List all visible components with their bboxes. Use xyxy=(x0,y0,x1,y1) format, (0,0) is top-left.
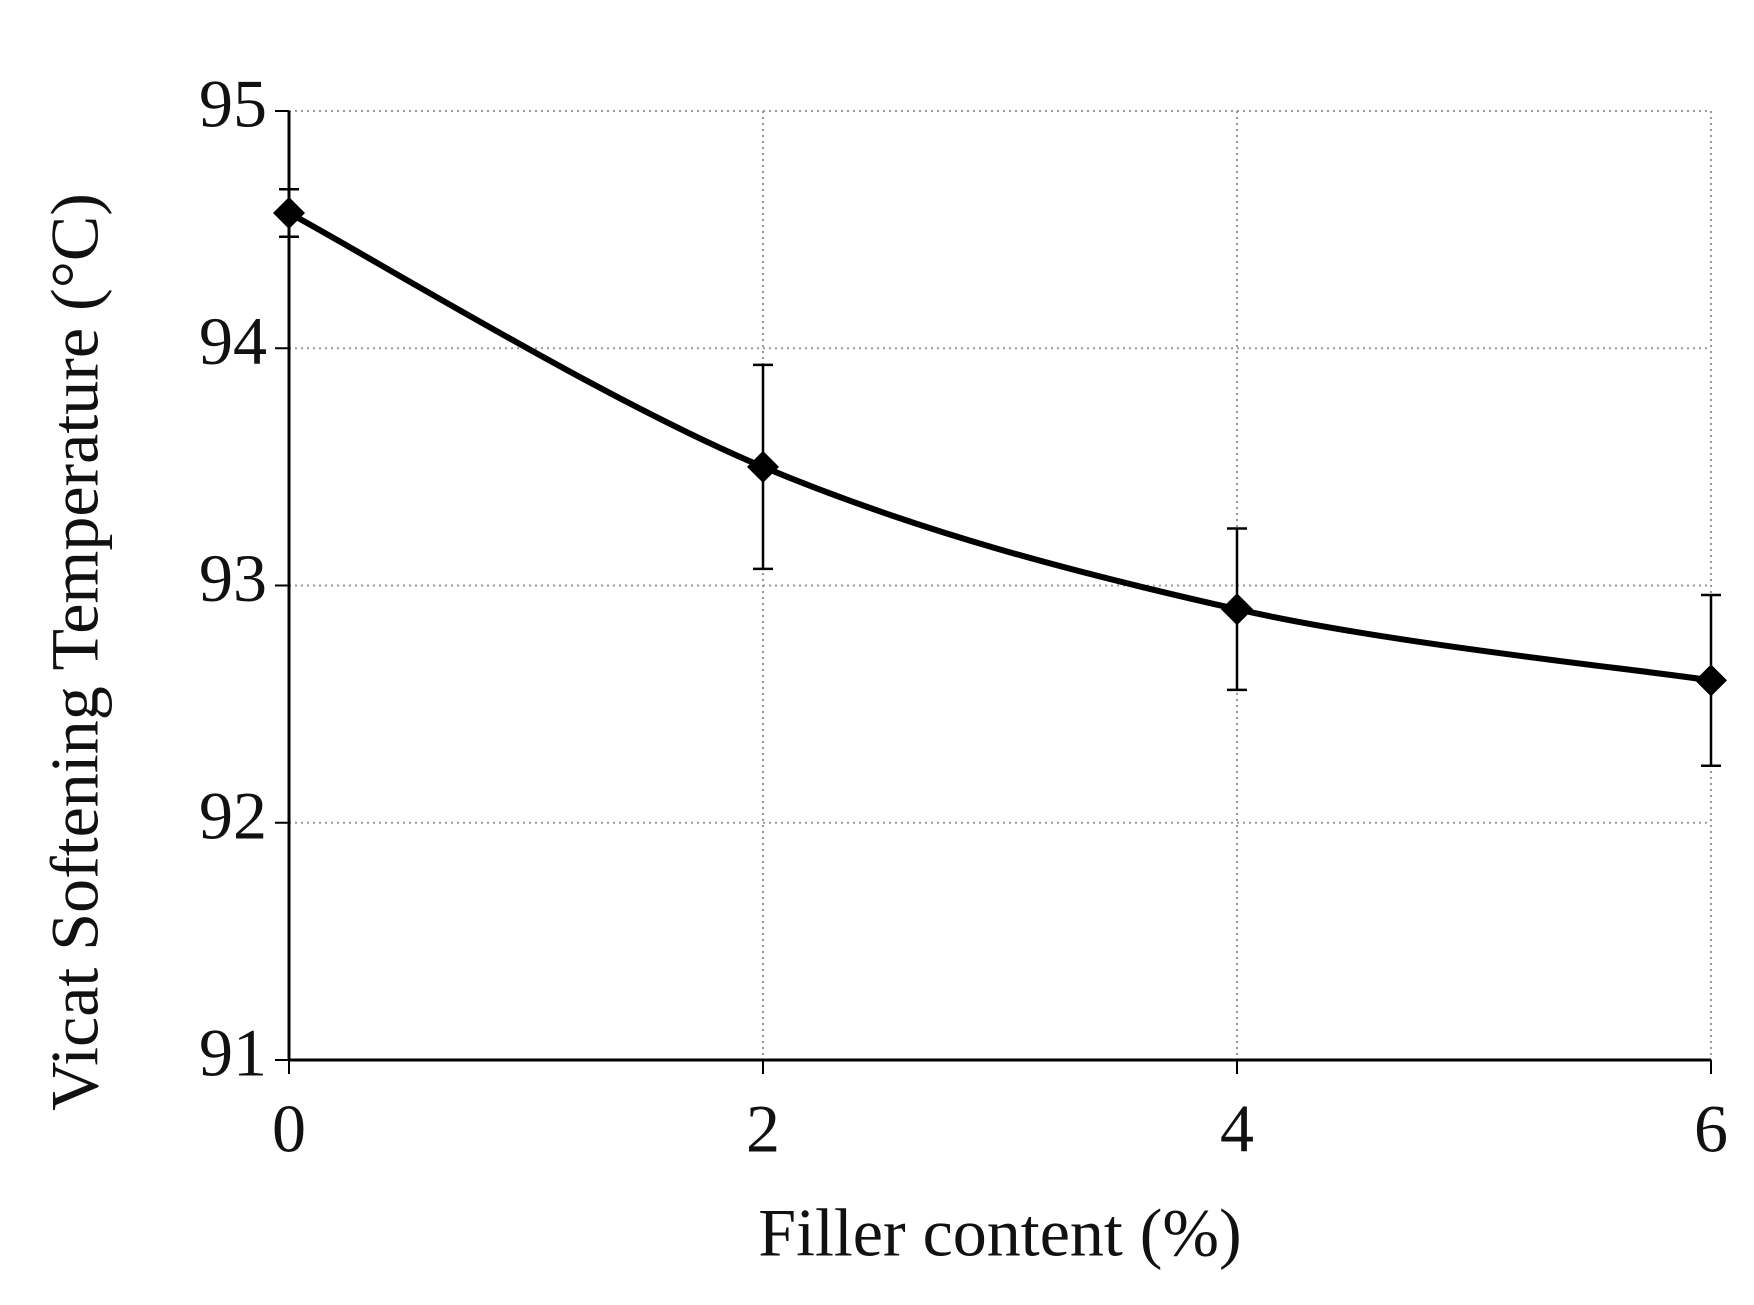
y-tick-label: 94 xyxy=(199,303,267,379)
y-tick-label: 95 xyxy=(199,66,267,142)
marker xyxy=(747,450,779,483)
marker xyxy=(1221,593,1253,626)
x-tick-label: 4 xyxy=(1220,1091,1254,1167)
marker xyxy=(1695,664,1727,697)
line xyxy=(287,210,1712,684)
y-axis-label: Vicat Softening Temperature (°C) xyxy=(37,193,113,1111)
y-tick-label: 93 xyxy=(199,540,267,616)
x-tick-label: 6 xyxy=(1694,1091,1728,1167)
marker xyxy=(273,197,305,230)
x-axis-label: Filler content (%) xyxy=(758,1195,1241,1271)
x-tick-label: 2 xyxy=(746,1091,780,1167)
y-tick-label: 91 xyxy=(199,1015,267,1091)
y-tick-label: 92 xyxy=(199,777,267,853)
x-tick-label: 0 xyxy=(272,1091,306,1167)
